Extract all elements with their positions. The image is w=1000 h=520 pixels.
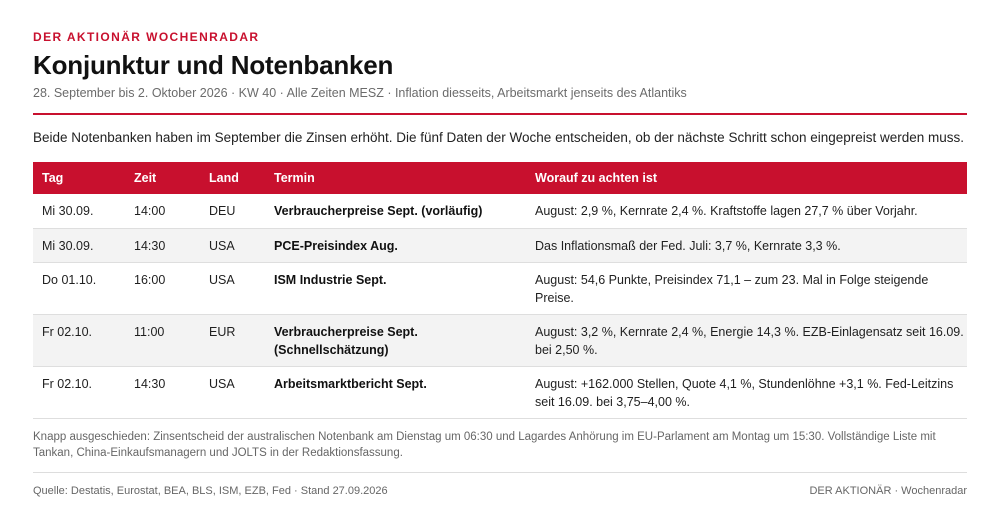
cell-achten: August: +162.000 Stellen, Quote 4,1 %, S… bbox=[526, 366, 967, 419]
header-achten: Worauf zu achten ist bbox=[535, 171, 658, 185]
cell-land: USA bbox=[200, 366, 265, 419]
cell-land: DEU bbox=[200, 194, 265, 229]
cell-termin: Verbraucherpreise Sept. (Schnellschätzun… bbox=[265, 314, 526, 367]
cell-achten: August: 54,6 Punkte, Preisindex 71,1 – z… bbox=[526, 262, 967, 315]
footnote-text: Knapp ausgeschieden: Zinsentscheid der a… bbox=[33, 431, 936, 459]
cell-zeit: 11:00 bbox=[125, 314, 200, 367]
cell-zeit: 14:30 bbox=[125, 366, 200, 419]
cell-achten: August: 3,2 %, Kernrate 2,4 %, Energie 1… bbox=[526, 314, 967, 367]
header-zeit: Zeit bbox=[134, 171, 157, 185]
page-title: Konjunktur und Notenbanken bbox=[33, 50, 394, 80]
cell-zeit: 14:00 bbox=[125, 194, 200, 229]
intro-text: Beide Notenbanken haben im September die… bbox=[33, 130, 965, 145]
table-row: Mi 30.09. 14:00 DEU Verbraucherpreise Se… bbox=[33, 194, 967, 229]
cell-zeit: 14:30 bbox=[125, 228, 200, 263]
cell-tag: Mi 30.09. bbox=[33, 228, 125, 263]
title-divider bbox=[33, 113, 967, 115]
cell-termin: PCE-Preisindex Aug. bbox=[265, 228, 526, 263]
header-tag: Tag bbox=[42, 171, 64, 185]
table-row: Fr 02.10. 14:30 USA Arbeitsmarktbericht … bbox=[33, 366, 967, 419]
cell-tag: Fr 02.10. bbox=[33, 314, 125, 367]
page-subtitle: 28. September bis 2. Oktober 2026 · KW 4… bbox=[33, 86, 687, 100]
cell-land: USA bbox=[200, 262, 265, 315]
cell-termin: Verbraucherpreise Sept. (vorläufig) bbox=[265, 194, 526, 229]
kicker-label: DER AKTIONÄR WOCHENRADAR bbox=[33, 30, 260, 44]
cell-tag: Fr 02.10. bbox=[33, 366, 125, 419]
events-table: Tag Zeit Land Termin Worauf zu achten is… bbox=[33, 162, 967, 419]
header-termin: Termin bbox=[274, 171, 315, 185]
table-row: Fr 02.10. 11:00 EUR Verbraucherpreise Se… bbox=[33, 314, 967, 367]
table-row: Mi 30.09. 14:30 USA PCE-Preisindex Aug. … bbox=[33, 228, 967, 263]
cell-land: USA bbox=[200, 228, 265, 263]
brand-line: DER AKTIONÄR · Wochenradar bbox=[809, 485, 967, 497]
cell-termin: ISM Industrie Sept. bbox=[265, 262, 526, 315]
cell-tag: Do 01.10. bbox=[33, 262, 125, 315]
source-line: Quelle: Destatis, Eurostat, BEA, BLS, IS… bbox=[33, 485, 388, 497]
table-row: Do 01.10. 16:00 USA ISM Industrie Sept. … bbox=[33, 262, 967, 315]
header-land: Land bbox=[209, 171, 239, 185]
cell-tag: Mi 30.09. bbox=[33, 194, 125, 229]
header-row: Tag Zeit Land Termin Worauf zu achten is… bbox=[33, 162, 967, 194]
footer-divider bbox=[33, 472, 967, 473]
cell-achten: August: 2,9 %, Kernrate 2,4 %. Kraftstof… bbox=[526, 194, 967, 229]
cell-termin: Arbeitsmarktbericht Sept. bbox=[265, 366, 526, 419]
cell-land: EUR bbox=[200, 314, 265, 367]
events-table-header: Tag Zeit Land Termin Worauf zu achten is… bbox=[33, 162, 967, 194]
cell-achten: Das Inflationsmaß der Fed. Juli: 3,7 %, … bbox=[526, 228, 967, 263]
events-table-body: Mi 30.09. 14:00 DEU Verbraucherpreise Se… bbox=[33, 194, 967, 419]
cell-zeit: 16:00 bbox=[125, 262, 200, 315]
